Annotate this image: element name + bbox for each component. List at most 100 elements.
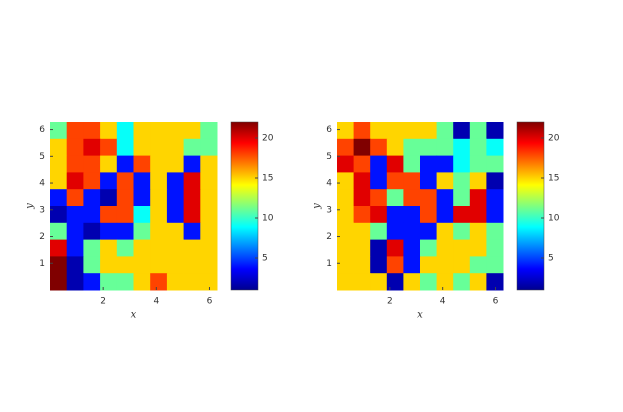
heatmap-cell	[337, 172, 355, 190]
heatmap-cell	[83, 138, 101, 157]
heatmap-cell	[469, 138, 487, 157]
heatmap-cell	[469, 155, 487, 173]
heatmap-cell	[353, 256, 371, 274]
heatmap-cell	[453, 206, 471, 224]
heatmap-cell	[436, 273, 454, 291]
heatmap-cell	[386, 122, 404, 140]
heatmap-cell	[370, 138, 388, 157]
heatmap-cell	[66, 138, 84, 157]
heatmap-cell	[453, 222, 471, 241]
colorbar	[230, 121, 259, 291]
heatmap-cell	[66, 172, 84, 190]
heatmap-cell	[116, 222, 134, 241]
heatmap-cell	[166, 189, 185, 207]
heatmap-cell	[166, 206, 185, 224]
heatmap-cell	[183, 122, 201, 140]
heatmap-cell	[133, 172, 151, 190]
heatmap-cell	[420, 222, 438, 241]
heatmap-cell	[133, 122, 151, 140]
heatmap-cell	[166, 138, 185, 157]
heatmap-cell	[100, 189, 118, 207]
heatmap-cell	[83, 273, 101, 291]
x-tick-label: 4	[440, 297, 446, 307]
heatmap-cell	[50, 189, 68, 207]
heatmap-cell	[133, 206, 151, 224]
heatmap-cell	[200, 256, 218, 274]
heatmap-cell	[337, 138, 355, 157]
heatmap-cell	[100, 273, 118, 291]
heatmap-cell	[183, 206, 201, 224]
heatmap-cell	[166, 256, 185, 274]
heatmap-cell	[486, 138, 504, 157]
heatmap-cell	[353, 122, 371, 140]
y-tick-label: 4	[326, 179, 332, 189]
heatmap-cell	[50, 239, 68, 257]
heatmap-cell	[436, 206, 454, 224]
y-tick-label: 1	[326, 259, 332, 269]
colorbar	[516, 121, 545, 291]
x-axis-label: x	[131, 310, 137, 321]
heatmap-cell	[150, 172, 168, 190]
heatmap-cell	[486, 256, 504, 274]
heatmap-cell	[353, 155, 371, 173]
heatmap-cell	[420, 122, 438, 140]
heatmap-cell	[370, 155, 388, 173]
heatmap-cell	[150, 122, 168, 140]
heatmap-cell	[150, 206, 168, 224]
heatmap-cell	[486, 222, 504, 241]
heatmap-cell	[337, 155, 355, 173]
heatmap-cell	[100, 222, 118, 241]
heatmap-cell	[353, 138, 371, 157]
heatmap-cell	[200, 222, 218, 241]
heatmap-cell	[66, 155, 84, 173]
heatmap-cell	[66, 239, 84, 257]
heatmap-cell	[50, 138, 68, 157]
x-tick-label: 4	[153, 297, 159, 307]
heatmap-cell	[469, 206, 487, 224]
heatmap-cell	[83, 122, 101, 140]
heatmap-cell	[403, 155, 421, 173]
heatmap-cell	[386, 239, 404, 257]
heatmap-cell	[436, 239, 454, 257]
x-tick-label: 2	[100, 297, 106, 307]
heatmap-cell	[116, 122, 134, 140]
heatmap-cell	[436, 256, 454, 274]
colorbar-tick-label: 10	[262, 214, 274, 224]
heatmap-cell	[453, 172, 471, 190]
heatmap-cell	[337, 273, 355, 291]
heatmap-cell	[370, 256, 388, 274]
heatmap-cell	[420, 256, 438, 274]
heatmap-cell	[403, 256, 421, 274]
heatmap-cell	[420, 189, 438, 207]
heatmap-cell	[166, 239, 185, 257]
x-axis-label: x	[417, 310, 423, 321]
heatmap-cell	[386, 155, 404, 173]
heatmap-cell	[166, 222, 185, 241]
heatmap-cell	[469, 122, 487, 140]
heatmap-cell	[337, 206, 355, 224]
heatmap-cell	[453, 189, 471, 207]
heatmap-cell	[83, 172, 101, 190]
heatmap-cell	[116, 155, 134, 173]
heatmap-cell	[403, 189, 421, 207]
heatmap-cell	[453, 155, 471, 173]
colorbar-tick-label: 20	[548, 134, 560, 144]
heatmap-cell	[116, 206, 134, 224]
heatmap-cell	[100, 206, 118, 224]
heatmap-cell	[486, 239, 504, 257]
heatmap-cell	[83, 222, 101, 241]
heatmap-cell	[183, 273, 201, 291]
heatmap-cell	[200, 155, 218, 173]
heatmap-cell	[133, 222, 151, 241]
y-tick-label: 2	[326, 232, 332, 242]
heatmap-cell	[166, 273, 185, 291]
heatmap-cell	[403, 206, 421, 224]
heatmap-cell	[66, 122, 84, 140]
heatmap-cell	[436, 222, 454, 241]
heatmap-cell	[50, 222, 68, 241]
heatmap-cell	[403, 239, 421, 257]
heatmap-cell	[353, 189, 371, 207]
heatmap-cell	[50, 273, 68, 291]
heatmap-cell	[403, 172, 421, 190]
